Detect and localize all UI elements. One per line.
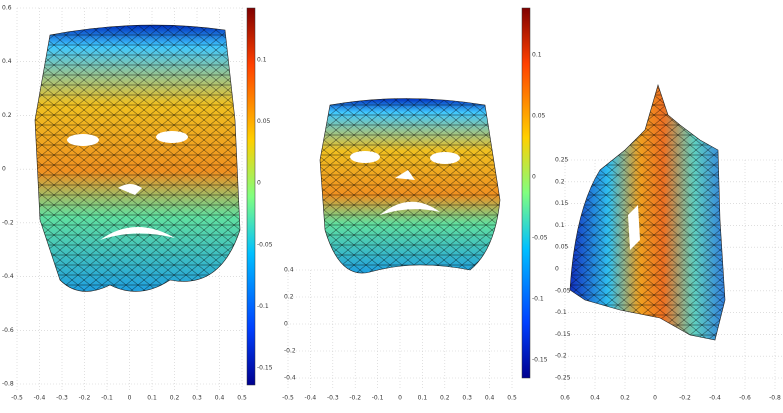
- x-tick-label: -0.2: [79, 395, 91, 402]
- x-tick-label: 0.4: [215, 395, 225, 402]
- x-tick-label: 0.2: [170, 395, 180, 402]
- colorbar-tick-label: 0: [257, 180, 261, 187]
- x-tick-label: -0.3: [56, 395, 68, 402]
- colorbar-tick-label: -0.05: [532, 235, 548, 242]
- x-tick-label: -0.1: [372, 395, 384, 402]
- x-tick-label: 0: [128, 395, 132, 402]
- page: Face meshes html, body { margin: 0; padd…: [0, 0, 783, 409]
- x-tick-label: -0.4: [709, 395, 721, 402]
- colorbar-tick-label: 0.1: [257, 57, 267, 64]
- colorbar-tick-label: 0.05: [532, 113, 546, 120]
- y-tick-label: 0.2: [284, 294, 294, 301]
- colorbar-tick-label: -0.15: [257, 365, 273, 372]
- colorbar-tick-label: 0.1: [532, 52, 542, 59]
- x-tick-label: -0.8: [769, 395, 781, 402]
- y-tick-label: 0: [2, 166, 6, 173]
- y-tick-label: 0.2: [555, 178, 565, 185]
- x-tick-label: -0.5: [11, 395, 23, 402]
- y-tick-label: 0: [555, 266, 559, 273]
- x-tick-label: -0.4: [305, 395, 317, 402]
- y-tick-label: -0.2: [284, 348, 296, 355]
- colorbar-tick-label: -0.05: [257, 241, 273, 248]
- face-mesh: [35, 25, 240, 291]
- x-tick-label: 0.3: [192, 395, 202, 402]
- y-tick-label: -0.2: [2, 219, 14, 226]
- colorbar: [522, 8, 530, 378]
- y-tick-label: -0.4: [284, 375, 296, 382]
- figure: -0.8-0.6-0.4-0.200.20.40.6-0.25-0.2-0.15…: [0, 0, 783, 409]
- colorbar-tick-label: -0.1: [532, 296, 544, 303]
- y-tick-label: 0.25: [555, 157, 569, 164]
- colorbar-tick-label: -0.1: [257, 303, 269, 310]
- x-tick-label: -0.5: [282, 395, 294, 402]
- x-tick-label: 0: [398, 395, 402, 402]
- y-tick-label: 0.6: [2, 5, 12, 12]
- y-tick-label: 0.2: [2, 112, 12, 119]
- x-tick-label: -0.6: [739, 395, 751, 402]
- x-tick-label: 0.4: [590, 395, 600, 402]
- x-tick-label: -0.2: [679, 395, 691, 402]
- y-tick-label: -0.8: [2, 381, 14, 388]
- x-tick-label: 0.6: [560, 395, 570, 402]
- x-tick-label: 0.5: [237, 395, 247, 402]
- colorbar-tick-label: 0.05: [257, 118, 271, 125]
- y-tick-label: 0.4: [2, 58, 12, 65]
- y-tick-label: 0.15: [555, 200, 569, 207]
- x-tick-label: -0.3: [327, 395, 339, 402]
- y-tick-label: 0.05: [555, 244, 569, 251]
- y-tick-label: -0.4: [2, 273, 14, 280]
- x-tick-label: 0.3: [462, 395, 472, 402]
- colorbar-tick-label: 0: [532, 174, 536, 181]
- x-tick-label: 0: [653, 395, 657, 402]
- colorbar-tick-label: -0.15: [532, 357, 548, 364]
- colorbar: [247, 8, 255, 385]
- y-tick-label: 0.1: [555, 222, 565, 229]
- y-tick-label: 0: [284, 321, 288, 328]
- x-tick-label: 0.5: [507, 395, 517, 402]
- y-tick-label: -0.6: [2, 327, 14, 334]
- x-tick-label: -0.2: [349, 395, 361, 402]
- x-tick-label: 0.2: [440, 395, 450, 402]
- y-tick-label: 0.4: [284, 267, 294, 274]
- face-mesh: [570, 85, 725, 340]
- x-tick-label: 0.1: [418, 395, 428, 402]
- x-tick-label: 0.2: [620, 395, 630, 402]
- x-tick-label: -0.4: [34, 395, 46, 402]
- x-tick-label: -0.1: [101, 395, 113, 402]
- body: {"panels": [ {"y_ticks": ["0.6", "0.4", …: [0, 0, 783, 409]
- x-tick-label: 0.1: [147, 395, 157, 402]
- x-tick-label: 0.4: [485, 395, 495, 402]
- face-mesh: [320, 99, 500, 274]
